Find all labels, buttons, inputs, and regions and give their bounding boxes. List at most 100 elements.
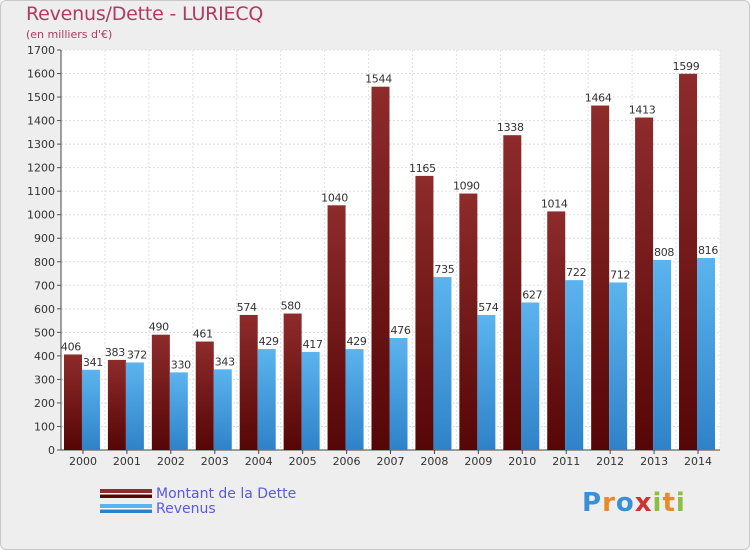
bar-revenue [609,282,628,450]
bar-debt [107,359,126,450]
bar-revenue [389,338,408,450]
y-tick-label: 1100 [27,185,55,198]
y-tick-label: 1600 [27,68,55,81]
data-label: 476 [390,324,410,337]
data-label: 341 [83,356,103,369]
x-tick-label: 2002 [157,455,185,468]
y-tick-label: 400 [34,350,55,363]
data-label: 627 [522,288,542,301]
data-label: 330 [171,358,191,371]
bar-debt [503,135,522,451]
y-tick-label: 1500 [27,91,55,104]
data-label: 406 [61,340,81,353]
data-label: 343 [215,355,235,368]
y-tick-label: 1300 [27,138,55,151]
bar-revenue [653,259,672,450]
bar-debt [591,105,610,450]
logo-letter: i [652,488,663,518]
data-label: 1599 [673,60,700,73]
bar-revenue [565,280,584,450]
y-tick-label: 300 [34,373,55,386]
bar-debt [459,193,478,450]
data-label: 383 [105,346,125,359]
logo-letter: x [634,488,653,518]
chart-title: Revenus/Dette - LURIECQ [26,3,264,25]
y-tick-label: 200 [34,397,55,410]
bar-revenue [345,349,364,450]
y-tick-label: 1000 [27,209,55,222]
y-tick-label: 500 [34,326,55,339]
data-label: 1464 [585,92,612,105]
data-label: 1040 [321,191,348,204]
bar-debt [239,314,258,450]
bar-debt [195,341,214,450]
legend-swatch-revenue [100,504,152,513]
data-label: 461 [193,328,213,341]
legend-item-revenue: Revenus [100,500,296,517]
data-label: 574 [237,301,257,314]
y-tick-label: 0 [48,444,55,457]
x-tick-label: 2001 [113,455,141,468]
x-tick-label: 2004 [245,455,273,468]
data-label: 1338 [497,121,524,134]
x-tick-label: 2010 [508,455,536,468]
data-label: 1090 [453,180,480,193]
bar-debt [327,205,346,450]
bar-debt [635,117,654,450]
data-label: 1544 [365,73,392,86]
data-label: 490 [149,321,169,334]
data-label: 429 [259,335,279,348]
bar-debt [63,354,82,450]
legend-swatch-debt [100,489,152,498]
bar-debt [371,86,390,451]
data-label: 429 [347,335,367,348]
bars [63,73,716,451]
legend: Montant de la Dette Revenus [100,485,297,517]
chart-subtitle: (en milliers d'€) [26,28,113,41]
x-tick-label: 2013 [640,455,668,468]
logo-letter: t [662,488,676,518]
legend-label-debt: Montant de la Dette [156,485,297,502]
proxiti-logo: Proxiti [582,488,686,518]
y-tick-label: 800 [34,256,55,269]
y-tick-label: 900 [34,232,55,245]
x-tick-label: 2007 [377,455,405,468]
bar-debt [151,334,170,450]
x-tick-label: 2012 [596,455,624,468]
x-tick-label: 2000 [69,455,97,468]
bar-debt [415,175,434,450]
logo-letter: r [602,488,616,518]
x-tick-label: 2014 [684,455,712,468]
y-tick-label: 100 [34,420,55,433]
bar-debt [547,211,566,450]
data-label: 372 [127,348,147,361]
bar-revenue [257,349,276,450]
bar-revenue [213,369,232,450]
x-tick-label: 2003 [201,455,229,468]
bar-debt [283,313,302,450]
x-tick-label: 2005 [289,455,317,468]
bar-revenue [81,369,100,450]
logo-letter: P [582,488,603,518]
data-label: 808 [654,246,674,259]
legend-label-revenue: Revenus [156,500,216,517]
data-label: 735 [434,263,454,276]
bar-revenue [301,351,320,450]
bar-revenue [477,314,496,450]
legend-item-debt: Montant de la Dette [100,485,297,502]
bar-revenue [125,362,144,450]
x-tick-label: 2006 [333,455,361,468]
logo-letter: o [615,488,635,518]
bar-revenue [433,277,452,450]
data-label: 1014 [541,197,568,210]
y-tick-label: 1200 [27,162,55,175]
data-label: 1413 [629,104,656,117]
data-label: 574 [478,301,498,314]
x-tick-label: 2009 [464,455,492,468]
x-tick-label: 2011 [552,455,580,468]
bar-revenue [697,258,716,450]
logo-letter: i [675,488,686,518]
bar-revenue [521,302,540,450]
y-tick-label: 600 [34,303,55,316]
